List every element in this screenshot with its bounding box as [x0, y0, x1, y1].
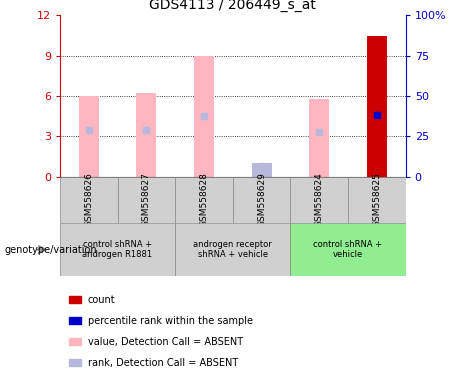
Bar: [136, 93, 156, 177]
Text: GSM558628: GSM558628: [200, 172, 208, 227]
Bar: [118, 177, 175, 223]
Text: control shRNA +
androgen R1881: control shRNA + androgen R1881: [83, 240, 153, 259]
Bar: [252, 163, 272, 177]
Bar: [233, 177, 290, 223]
Bar: [367, 36, 387, 177]
Text: GSM558627: GSM558627: [142, 172, 151, 227]
Bar: [60, 177, 118, 223]
Text: rank, Detection Call = ABSENT: rank, Detection Call = ABSENT: [88, 358, 238, 368]
Bar: [175, 223, 290, 276]
Text: GSM558624: GSM558624: [315, 172, 324, 227]
Text: control shRNA +
vehicle: control shRNA + vehicle: [313, 240, 383, 259]
Text: count: count: [88, 295, 115, 305]
Text: GSM558629: GSM558629: [257, 172, 266, 227]
Text: genotype/variation: genotype/variation: [5, 245, 97, 255]
Bar: [79, 96, 99, 177]
Text: value, Detection Call = ABSENT: value, Detection Call = ABSENT: [88, 337, 242, 347]
Bar: [194, 56, 214, 177]
Bar: [60, 223, 175, 276]
Text: androgen receptor
shRNA + vehicle: androgen receptor shRNA + vehicle: [194, 240, 272, 259]
Title: GDS4113 / 206449_s_at: GDS4113 / 206449_s_at: [149, 0, 316, 12]
Bar: [290, 177, 348, 223]
Bar: [309, 99, 329, 177]
Bar: [348, 177, 406, 223]
Text: GSM558625: GSM558625: [372, 172, 381, 227]
Bar: [290, 223, 406, 276]
Text: GSM558626: GSM558626: [84, 172, 93, 227]
Text: percentile rank within the sample: percentile rank within the sample: [88, 316, 253, 326]
Bar: [175, 177, 233, 223]
